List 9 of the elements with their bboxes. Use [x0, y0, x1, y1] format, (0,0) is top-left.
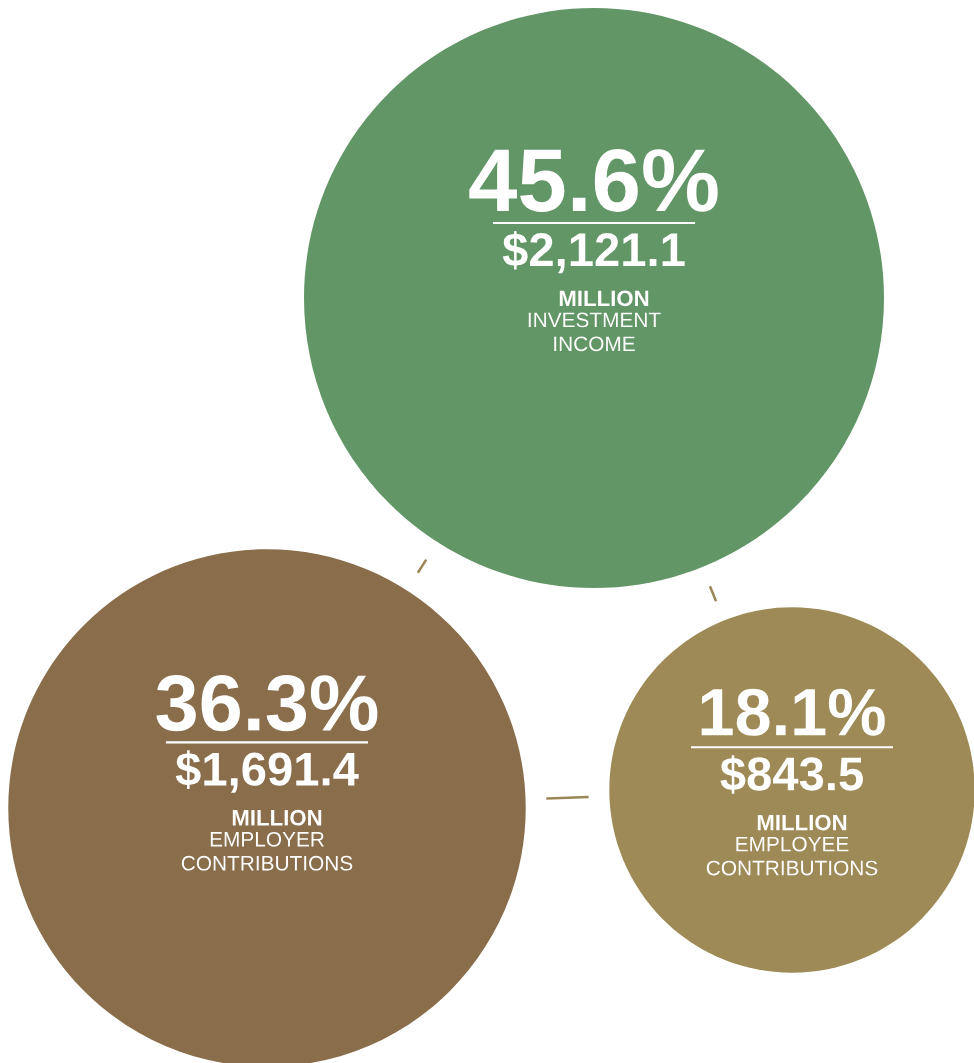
text: $1,691.4 MILLION — [175, 750, 359, 826]
category-label: EMPLOYEE CONTRIBUTIONS — [706, 836, 878, 876]
category-label: INVESTMENT INCOME — [528, 312, 661, 352]
data-label: 45.6% — [469, 148, 718, 212]
text: $2,121.1 MILLION — [502, 230, 685, 307]
category-label: EMPLOYER CONTRIBUTIONS — [181, 831, 353, 871]
text: $843.5 MILLION — [720, 755, 863, 831]
data-label: 18.1% — [701, 688, 885, 736]
data-label: 36.3% — [156, 675, 378, 732]
